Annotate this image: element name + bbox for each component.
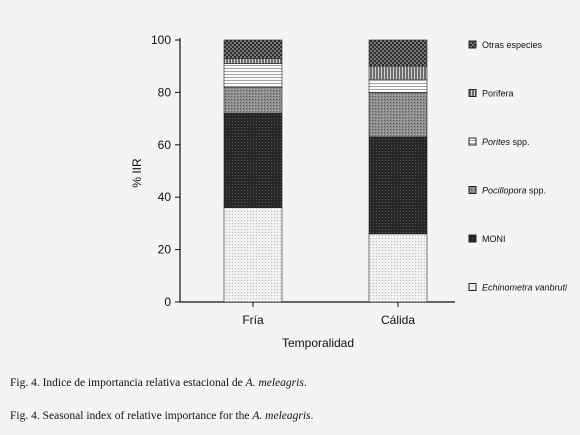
x-tick-label-1: Cálida xyxy=(381,313,415,327)
caption-english: Fig. 4. Seasonal index of relative impor… xyxy=(10,410,313,422)
legend-label-5: Otras especies xyxy=(482,40,543,50)
x-axis-title: Temporalidad xyxy=(282,336,354,350)
legend-label-4: Porifera xyxy=(482,89,514,99)
bar-segment-0-2 xyxy=(223,86,283,114)
bar-segment-1-1 xyxy=(368,136,428,235)
y-tick-label: 0 xyxy=(164,295,171,309)
bar-segment-0-0 xyxy=(223,207,283,303)
legend-label-1: MONI xyxy=(482,234,506,244)
y-tick-label: 60 xyxy=(158,138,172,152)
legend-label-0: Echinometra vanbruti xyxy=(482,283,568,293)
bar-segment-0-4 xyxy=(223,58,283,64)
bar-segment-0-5 xyxy=(223,39,283,59)
y-tick-label: 40 xyxy=(158,190,172,204)
legend-label-3: Porites spp. xyxy=(482,137,530,147)
caption-spanish: Fig. 4. Indice de importancia relativa e… xyxy=(10,377,307,389)
caption-english-text: Fig. 4. Seasonal index of relative impor… xyxy=(10,410,253,422)
bar-segment-1-0 xyxy=(368,233,428,303)
caption-spanish-suffix: . xyxy=(303,377,307,389)
x-tick-label-0: Fría xyxy=(242,313,264,327)
legend-swatch-0 xyxy=(468,283,477,291)
legend-label-2: Pocillopora spp. xyxy=(482,186,546,196)
caption-spanish-species: A. meleagris xyxy=(245,377,304,389)
y-tick-label: 80 xyxy=(158,85,172,99)
caption-english-species: A. meleagris xyxy=(252,410,311,422)
y-axis-title: % IIR xyxy=(130,158,144,188)
bar-segment-1-4 xyxy=(368,65,428,80)
legend-swatch-1 xyxy=(468,234,477,243)
bar-segment-1-3 xyxy=(368,79,428,93)
legend-swatch-5 xyxy=(468,40,477,49)
y-tick-label: 100 xyxy=(151,33,171,47)
bar-segment-0-1 xyxy=(223,113,283,208)
caption-spanish-text: Fig. 4. Indice de importancia relativa e… xyxy=(10,377,246,389)
caption-english-suffix: . xyxy=(310,410,314,422)
y-tick-label: 20 xyxy=(158,243,172,257)
legend-swatch-4 xyxy=(468,89,477,97)
bar-segment-0-3 xyxy=(223,63,283,88)
legend-swatch-2 xyxy=(468,186,477,194)
legend-swatch-3 xyxy=(468,137,477,146)
bar-segment-1-2 xyxy=(368,92,428,138)
bar-segment-1-5 xyxy=(368,39,428,67)
